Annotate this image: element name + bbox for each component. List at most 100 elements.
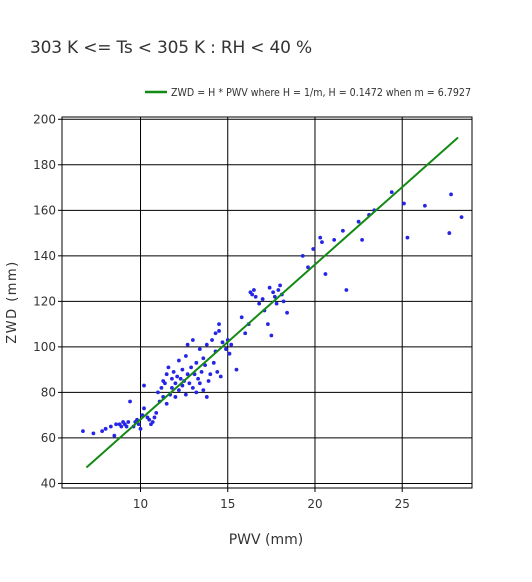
data-point: [166, 365, 171, 370]
grid-lines: [58, 117, 472, 492]
data-point: [163, 381, 167, 386]
data-point: [265, 322, 270, 327]
data-point: [185, 342, 190, 347]
data-point: [152, 415, 157, 420]
data-point: [220, 340, 225, 345]
data-point: [257, 301, 262, 306]
data-point: [190, 385, 195, 390]
x-tick-label: 15: [220, 497, 235, 511]
data-point: [269, 333, 274, 338]
data-point: [173, 395, 178, 399]
data-point: [154, 410, 159, 415]
data-point: [170, 376, 174, 381]
data-point: [194, 360, 199, 365]
data-point: [164, 401, 169, 406]
data-point: [250, 292, 255, 297]
data-point: [189, 365, 194, 370]
y-tick-label: 200: [33, 112, 56, 126]
data-point: [112, 433, 117, 438]
data-point: [340, 228, 345, 233]
x-tick-labels: 10 15 20 25: [133, 497, 410, 511]
data-point: [194, 390, 199, 395]
data-point: [449, 192, 453, 197]
data-point: [183, 392, 188, 397]
data-point: [323, 272, 328, 276]
data-point: [224, 347, 228, 352]
legend: ZWD = H * PWV where H = 1/m, H = 0.1472 …: [145, 86, 471, 99]
x-tick-label: 25: [395, 497, 410, 511]
data-point: [197, 381, 202, 386]
y-tick-label: 60: [41, 431, 56, 445]
x-tick-label: 20: [307, 497, 322, 511]
y-tick-label: 160: [33, 203, 56, 217]
data-point: [422, 203, 427, 208]
data-point: [332, 238, 337, 242]
plot-background: [62, 117, 472, 488]
data-point: [217, 322, 221, 327]
data-point: [243, 331, 248, 336]
data-point: [311, 247, 316, 251]
data-point: [271, 290, 276, 295]
x-axis-label: PWV (mm): [229, 532, 304, 548]
data-point: [344, 288, 349, 292]
data-point: [190, 338, 195, 342]
data-point: [114, 422, 118, 427]
y-axis-label: ZWD (mm): [5, 260, 20, 343]
data-point: [164, 372, 169, 377]
data-point: [320, 240, 324, 245]
data-point: [267, 285, 272, 290]
data-point: [147, 417, 152, 422]
data-point: [253, 294, 258, 299]
data-point: [171, 370, 176, 374]
legend-label: ZWD = H * PWV where H = 1/m, H = 0.1472 …: [171, 86, 471, 99]
data-point: [136, 422, 141, 427]
data-point: [306, 265, 310, 270]
y-tick-label: 40: [41, 476, 56, 490]
data-point: [170, 385, 174, 390]
data-point: [119, 424, 124, 429]
data-point: [208, 372, 213, 377]
y-tick-label: 120: [33, 294, 56, 308]
plot-frame: [61, 116, 473, 489]
data-point: [204, 342, 209, 347]
data-point: [142, 383, 146, 388]
data-point: [201, 356, 206, 361]
data-point: [173, 381, 178, 386]
data-point: [211, 360, 216, 365]
data-point: [142, 406, 146, 411]
x-tick-label: 10: [133, 497, 148, 511]
data-point: [126, 420, 131, 424]
data-point: [128, 399, 132, 404]
data-point: [180, 383, 185, 388]
data-point: [281, 299, 286, 304]
data-point: [210, 338, 214, 342]
data-point: [213, 331, 218, 336]
data-point: [300, 253, 305, 258]
data-point: [180, 367, 185, 372]
data-points: [81, 190, 464, 438]
data-point: [356, 219, 361, 224]
data-point: [204, 395, 209, 399]
data-point: [229, 342, 234, 347]
y-tick-label: 100: [33, 340, 56, 354]
data-point: [447, 231, 452, 235]
data-point: [260, 297, 265, 301]
data-point: [150, 420, 155, 424]
data-point: [159, 385, 164, 390]
data-point: [81, 429, 85, 433]
y-tick-label: 140: [33, 249, 56, 263]
data-point: [124, 424, 129, 429]
data-point: [196, 376, 200, 381]
chart-title: 303 K <= Ts < 305 K : RH < 40 %: [30, 38, 312, 58]
data-point: [459, 215, 464, 220]
data-point: [218, 374, 223, 379]
fit-line: [85, 136, 459, 469]
y-tick-label: 80: [41, 385, 56, 399]
data-point: [91, 431, 96, 436]
y-tick-label: 180: [33, 158, 56, 172]
data-point: [176, 358, 181, 363]
data-point: [360, 238, 364, 242]
data-point: [175, 374, 180, 379]
data-point: [276, 288, 281, 292]
data-point: [183, 354, 188, 358]
